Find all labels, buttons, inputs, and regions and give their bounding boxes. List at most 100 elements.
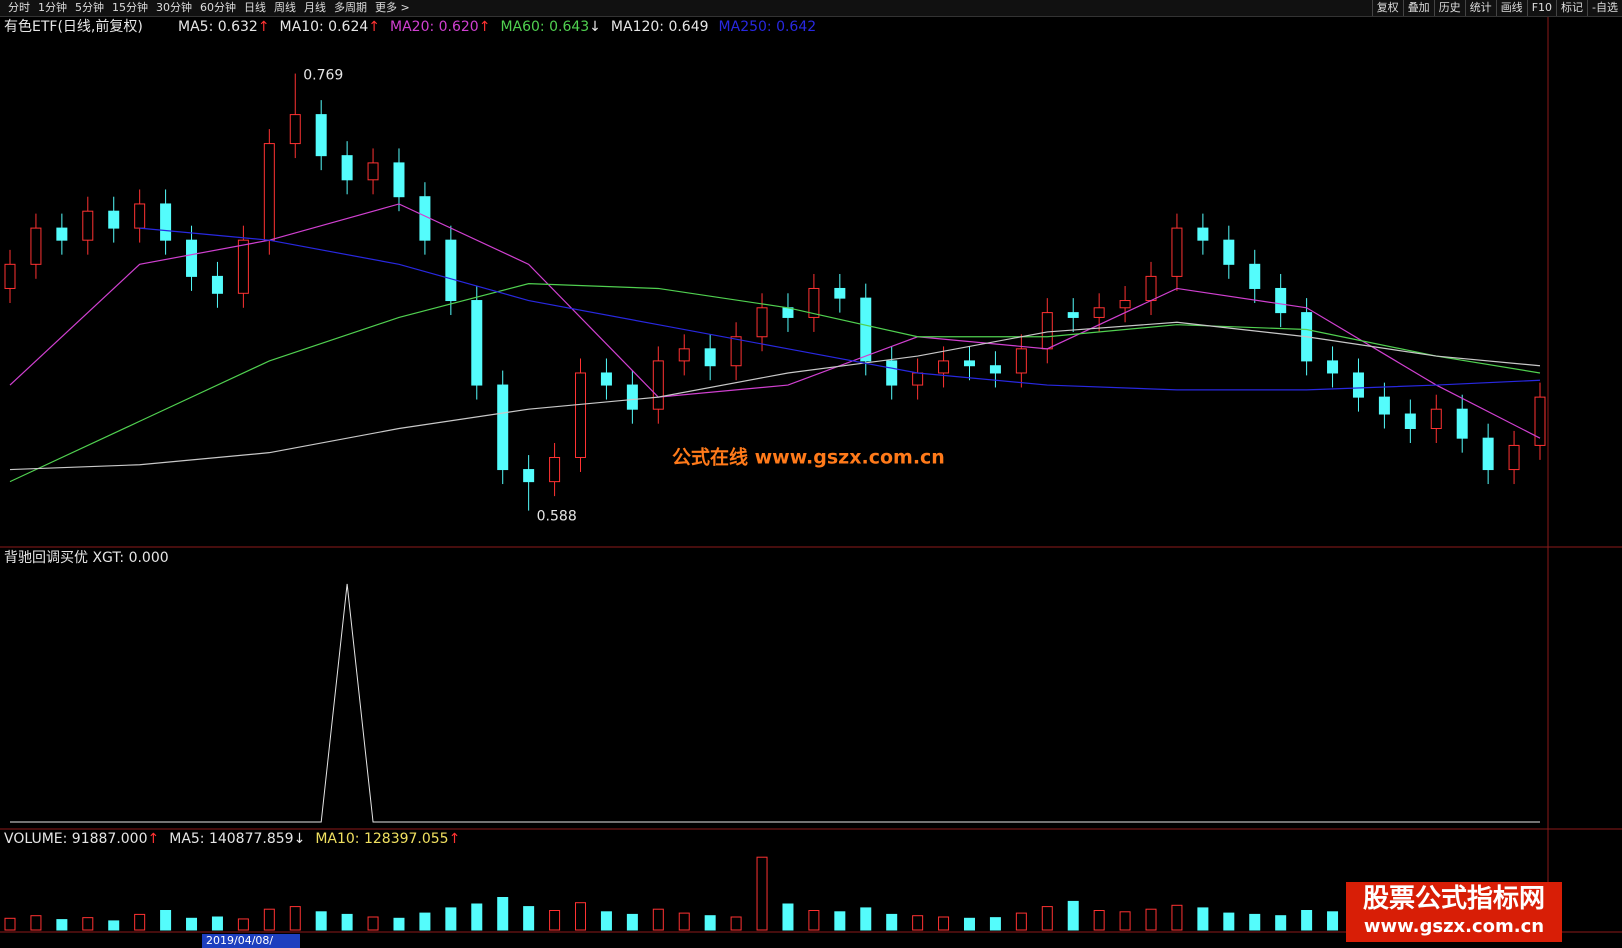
date-label: 2019/04/08/ bbox=[206, 934, 273, 947]
toolbar-button[interactable]: 多周期 bbox=[334, 1, 367, 14]
volume-bar bbox=[704, 915, 716, 931]
candle-body bbox=[860, 297, 872, 362]
volume-bar bbox=[237, 918, 249, 931]
candle-body bbox=[1197, 227, 1209, 241]
max-label: 0.769 bbox=[303, 68, 343, 84]
toolbar-button[interactable]: 周线 bbox=[274, 1, 296, 14]
volume-bar bbox=[626, 913, 638, 931]
indicator-text: MA5: 0.632 bbox=[178, 19, 258, 35]
candle-body bbox=[263, 143, 275, 241]
toolbar-button[interactable]: 复权 bbox=[1371, 0, 1403, 16]
candle-body bbox=[1223, 239, 1235, 265]
candle-body bbox=[808, 287, 820, 318]
candle-body bbox=[963, 360, 975, 367]
volume-bar bbox=[367, 916, 379, 931]
volume-bar bbox=[315, 911, 327, 931]
candle-body bbox=[1275, 287, 1287, 314]
candle-body bbox=[549, 456, 561, 483]
volume-bar bbox=[912, 915, 924, 931]
toolbar-button[interactable]: 历史 bbox=[1433, 0, 1465, 16]
volume-bar bbox=[211, 916, 223, 931]
candle-body bbox=[445, 239, 457, 302]
candle-body bbox=[1352, 372, 1364, 398]
volume-bar bbox=[834, 911, 846, 931]
ma-line bbox=[9, 283, 1541, 483]
ma-line bbox=[139, 227, 1541, 391]
volume-bar bbox=[393, 917, 405, 931]
toolbar-button[interactable]: F10 bbox=[1526, 0, 1556, 16]
toolbar-button[interactable]: 统计 bbox=[1464, 0, 1496, 16]
ma-line bbox=[9, 321, 1541, 471]
volume-legend-item: ↓ bbox=[294, 831, 306, 847]
candle-body bbox=[289, 114, 301, 145]
candle-body bbox=[134, 203, 146, 229]
candle-body bbox=[523, 469, 535, 483]
toolbar: 分时 1分钟 5分钟 15分钟 30分钟 60分钟 日线 周线 月线 多周期 更多 > 复权 叠加 历史… bbox=[0, 0, 1622, 17]
candle-body bbox=[211, 275, 223, 294]
signal-title: 背驰回调买优 XGT: 0.000 bbox=[4, 550, 169, 566]
indicator-text: MA250: 0.642 bbox=[719, 19, 817, 35]
candle-body bbox=[393, 162, 405, 198]
toolbar-button[interactable]: 日线 bbox=[244, 1, 266, 14]
volume-bar bbox=[108, 920, 120, 931]
volume-bar bbox=[860, 907, 872, 931]
chart: 有色ETF(日线,前复权) 背驰回调买优 XGT: 0.000 公式在线 www… bbox=[0, 17, 1622, 948]
volume-bar bbox=[4, 917, 16, 931]
volume-bar bbox=[549, 910, 561, 931]
volume-bar bbox=[263, 908, 275, 931]
toolbar-button[interactable]: 5分钟 bbox=[75, 1, 104, 14]
volume-bar bbox=[652, 908, 664, 931]
toolbar-button[interactable]: 标记 bbox=[1556, 0, 1587, 16]
indicator-text: MA20: 0.620 bbox=[390, 19, 479, 35]
candle-body bbox=[1093, 307, 1105, 318]
volume-bar bbox=[1093, 910, 1105, 931]
candle-body bbox=[315, 114, 327, 157]
toolbar-button[interactable]: -自选 bbox=[1587, 0, 1622, 16]
candle-body bbox=[575, 372, 587, 458]
candle-body bbox=[471, 300, 483, 386]
indicator-legend: MA5: 0.632↑ MA10: 0.624↑ MA20: 0.620↑ MA60:… bbox=[178, 19, 816, 35]
volume-bar bbox=[82, 917, 94, 931]
candle-body bbox=[341, 155, 353, 181]
indicator-text: MA10: 0.624 bbox=[280, 19, 369, 35]
candle-body bbox=[652, 360, 664, 410]
toolbar-button[interactable]: 画线 bbox=[1495, 0, 1527, 16]
candle-body bbox=[186, 239, 198, 277]
candle-body bbox=[1482, 437, 1494, 471]
chart-title: 有色ETF(日线,前复权) bbox=[4, 18, 143, 35]
candle-body bbox=[1404, 413, 1416, 430]
watermark-line: 股票公式指标网 bbox=[1362, 884, 1545, 914]
volume-bar bbox=[160, 910, 172, 931]
candle-body bbox=[938, 360, 950, 374]
toolbar-button[interactable]: 1分钟 bbox=[38, 1, 67, 14]
candle-body bbox=[30, 227, 42, 265]
indicator-text: MA120: 0.649 bbox=[611, 19, 709, 35]
candle-body bbox=[1430, 408, 1442, 430]
volume-bar bbox=[730, 916, 742, 931]
toolbar-button[interactable]: 分时 bbox=[8, 1, 30, 14]
candle-body bbox=[108, 210, 120, 229]
toolbar-button[interactable]: 叠加 bbox=[1402, 0, 1434, 16]
toolbar-button[interactable]: 30分钟 bbox=[156, 1, 192, 14]
volume-bar bbox=[134, 913, 146, 931]
date-highlight bbox=[202, 934, 300, 948]
candle-body bbox=[886, 360, 898, 386]
indicator-arrow: ↑ bbox=[368, 19, 380, 35]
toolbar-button[interactable]: 15分钟 bbox=[112, 1, 148, 14]
candle-body bbox=[626, 384, 638, 410]
indicator-arrow: ↑ bbox=[479, 19, 491, 35]
toolbar-button[interactable]: 更多 > bbox=[375, 1, 410, 14]
volume-bar bbox=[575, 902, 587, 931]
volume-bar bbox=[523, 906, 535, 931]
candle-body bbox=[56, 227, 68, 241]
toolbar-button[interactable]: 月线 bbox=[304, 1, 326, 14]
candle-body bbox=[1456, 408, 1468, 439]
candle-body bbox=[367, 162, 379, 181]
candle-body bbox=[237, 239, 249, 294]
volume-bar bbox=[989, 917, 1001, 931]
toolbar-button[interactable]: 60分钟 bbox=[200, 1, 236, 14]
candle-body bbox=[1378, 396, 1390, 415]
candle-body bbox=[912, 372, 924, 386]
volume-bar bbox=[1015, 912, 1027, 931]
candle-body bbox=[1041, 312, 1053, 350]
